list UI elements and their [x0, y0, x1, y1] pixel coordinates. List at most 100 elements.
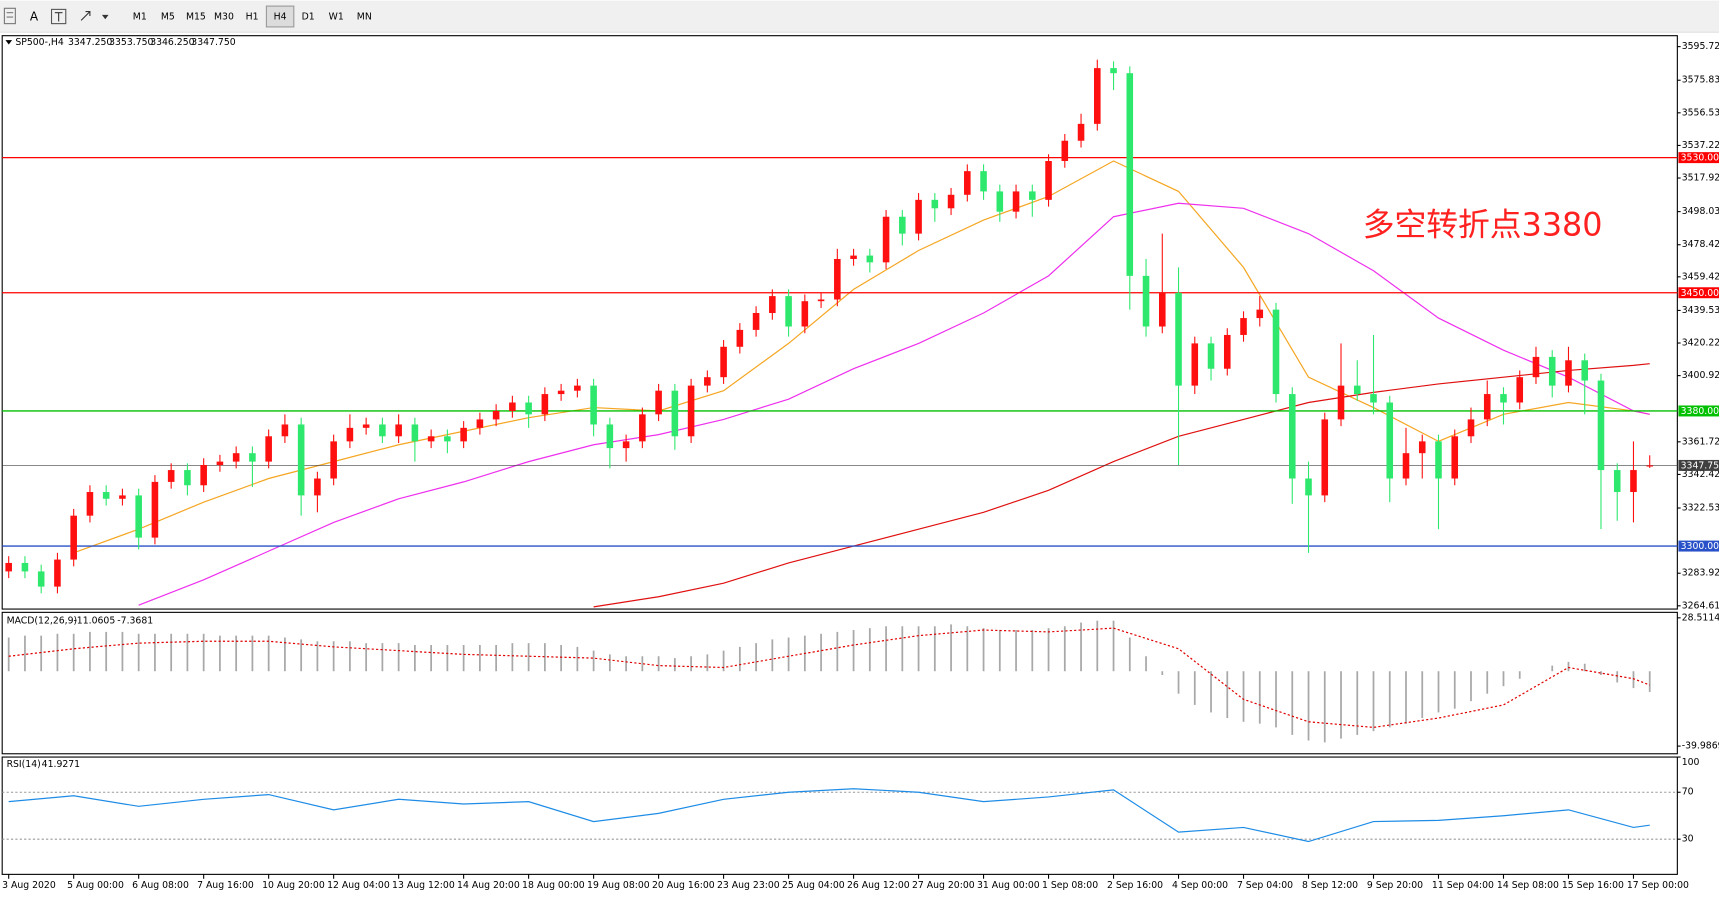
timeframe-button[interactable]: MN	[357, 12, 372, 23]
y-tick-label: 28.5114	[1682, 612, 1719, 623]
y-tick-label: 3342.420	[1682, 469, 1719, 480]
toolbar-icon[interactable]	[3, 7, 16, 25]
level-label: 3450.000	[1681, 288, 1719, 299]
candle-body	[720, 346, 727, 378]
candle-body	[427, 436, 435, 442]
candle-body	[1548, 356, 1556, 386]
x-tick-label: 8 Sep 12:00	[1302, 880, 1358, 891]
candle-body	[379, 424, 386, 437]
y-tick-label: 3478.420	[1682, 239, 1719, 250]
timeframe-button[interactable]: M1	[133, 12, 147, 23]
candle-body	[622, 441, 630, 449]
y-tick-label: 3322.530	[1682, 503, 1719, 514]
candle-body	[1077, 123, 1085, 141]
y-tick-label: 3498.030	[1682, 206, 1719, 217]
candle-body	[899, 216, 906, 234]
candle-body	[1597, 380, 1605, 471]
x-tick-label: 19 Aug 08:00	[587, 880, 650, 891]
candle-body	[1435, 441, 1442, 479]
candle-body	[1370, 394, 1377, 403]
annotation: 多空转折点3380	[1363, 206, 1603, 243]
candle-body	[1110, 68, 1117, 74]
x-tick-label: 15 Sep 16:00	[1562, 880, 1624, 891]
candle-body	[1207, 343, 1215, 369]
level-label-box	[1678, 152, 1719, 164]
rsi-value: 41.9271	[42, 759, 81, 770]
macd-panel	[1, 611, 1678, 755]
rsi-line	[8, 788, 1650, 843]
candle-body	[1305, 478, 1312, 496]
x-tick-label: 7 Aug 16:00	[197, 880, 254, 891]
candle-body	[996, 191, 1004, 212]
candle-body	[1613, 470, 1621, 493]
candle-body	[801, 301, 809, 327]
candle-body	[249, 453, 256, 462]
chart-area	[0, 32, 1719, 898]
timeframe-button[interactable]: W1	[329, 12, 344, 23]
timeframe-button[interactable]: M30	[214, 12, 234, 23]
x-tick-label: 1 Sep 08:00	[1042, 880, 1098, 891]
candle-body	[1353, 385, 1361, 395]
x-tick-label: 27 Aug 20:00	[912, 880, 975, 891]
y-tick-label: 3556.530	[1682, 107, 1719, 118]
candle-body	[1321, 419, 1329, 496]
candle-body	[639, 414, 646, 442]
timeframe-button[interactable]: H1	[246, 12, 259, 23]
candle-body	[1256, 309, 1264, 319]
x-tick-label: 13 Aug 12:00	[392, 880, 455, 891]
active-timeframe	[265, 5, 295, 28]
candle-body	[1565, 360, 1572, 386]
candle-body	[1094, 68, 1101, 124]
candle-body	[915, 199, 922, 234]
timeframe-button[interactable]: M5	[161, 12, 175, 23]
candle-body	[1483, 394, 1491, 420]
candle-body	[1191, 343, 1199, 386]
x-tick-label: 2 Sep 16:00	[1107, 880, 1163, 891]
candle-body	[37, 571, 45, 587]
candle-body	[135, 495, 142, 538]
candle-body	[1272, 309, 1280, 395]
y-tick-label: 3595.725	[1682, 41, 1719, 52]
level-label-box	[1678, 459, 1719, 471]
timeframe-button[interactable]: D1	[302, 12, 315, 23]
arrows-tool[interactable]	[80, 11, 109, 21]
candle-body	[1418, 441, 1426, 454]
moving-average	[138, 202, 1650, 606]
candle-body	[1288, 394, 1296, 479]
candle-body	[476, 419, 484, 428]
timeframe-button[interactable]: H4	[274, 12, 287, 23]
candle-body	[769, 296, 776, 314]
candle-body	[687, 385, 695, 437]
y-tick-label: 3264.615	[1682, 600, 1719, 611]
candle-body	[54, 559, 61, 587]
candle-body	[70, 515, 77, 560]
candle-body	[1061, 140, 1069, 162]
level-label-box	[1678, 540, 1719, 552]
candle-body	[362, 424, 370, 428]
chart-title: SP500-,H4	[15, 37, 64, 48]
y-tick-label: 30	[1682, 834, 1694, 845]
candle-body	[1029, 191, 1036, 200]
candle-body	[5, 562, 12, 572]
ohlc-value: 3347.250	[68, 37, 112, 48]
candle-body	[151, 481, 159, 538]
candle-body	[265, 436, 272, 462]
indicator-title: MACD(12,26,9)	[7, 616, 78, 627]
candle-body	[1175, 292, 1182, 386]
level-label: 3347.750	[1681, 460, 1719, 471]
x-tick-label: 6 Aug 08:00	[132, 880, 189, 891]
candle-body	[297, 424, 305, 496]
timeframe-button[interactable]: M15	[186, 12, 206, 23]
candle-body	[395, 424, 402, 437]
candle-body	[1223, 334, 1231, 369]
label-tool[interactable]	[50, 8, 67, 25]
signal-value: -7.3681	[117, 616, 153, 627]
candle-body	[1158, 292, 1166, 327]
signal-line	[8, 627, 1650, 729]
y-tick-label: 100	[1682, 757, 1700, 768]
text-tool[interactable]: A	[30, 10, 39, 24]
candle-body	[1516, 377, 1524, 403]
candle-body	[330, 441, 337, 479]
candle-body	[1045, 161, 1052, 200]
